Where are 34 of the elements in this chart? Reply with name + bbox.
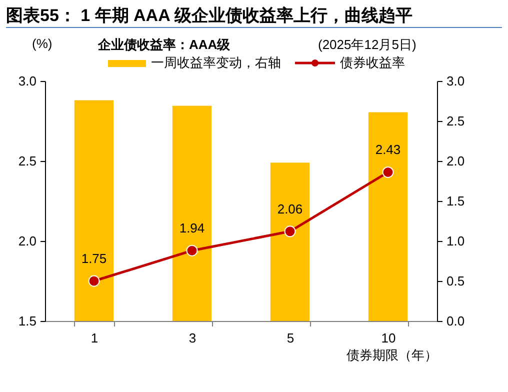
y2-tick-label: 3.0 [446,74,465,88]
point [284,226,296,238]
x-tick-label: 1 [90,330,98,346]
x-tick-label: 5 [286,330,294,346]
y2-tick-label: 0.0 [446,314,465,328]
chart-title: 图表55： 1 年期 AAA 级企业债收益率上行，曲线趋平 [6,5,412,27]
data-label: 2.43 [375,142,401,158]
x-axis-title: 债券期限（年） [346,348,438,362]
y2-tick-label: 0.5 [446,274,465,288]
y-tick-label: 2.5 [18,154,36,168]
data-label: 1.75 [81,251,107,266]
point [382,166,394,178]
legend-label: 一周收益率变动，右轴 [151,54,281,72]
y-tick-label: 1.5 [18,314,36,328]
y-axis-title: (%) [32,36,52,51]
x-tick-label: 3 [188,330,196,346]
bar [172,106,212,321]
data-label: 2.06 [277,201,303,216]
point [186,244,198,256]
text: (2025年12月5日) [318,36,416,54]
y-tick-label: 2.0 [18,234,36,248]
y2-tick-label: 1.5 [446,194,465,208]
point [88,275,100,287]
bar [270,162,310,321]
legend-label: 债券收益率 [340,54,405,72]
y2-tick-label: 1.0 [446,234,465,248]
data-label: 1.94 [179,220,205,236]
x-tick-label: 10 [381,330,396,346]
y2-tick-label: 2.5 [446,114,465,128]
chart-subtitle: 企业债收益率：AAA级 [98,36,230,54]
bar [74,100,114,321]
y2-tick-label: 2.0 [446,154,465,168]
y-tick-label: 3.0 [18,74,36,88]
bar [368,112,408,321]
